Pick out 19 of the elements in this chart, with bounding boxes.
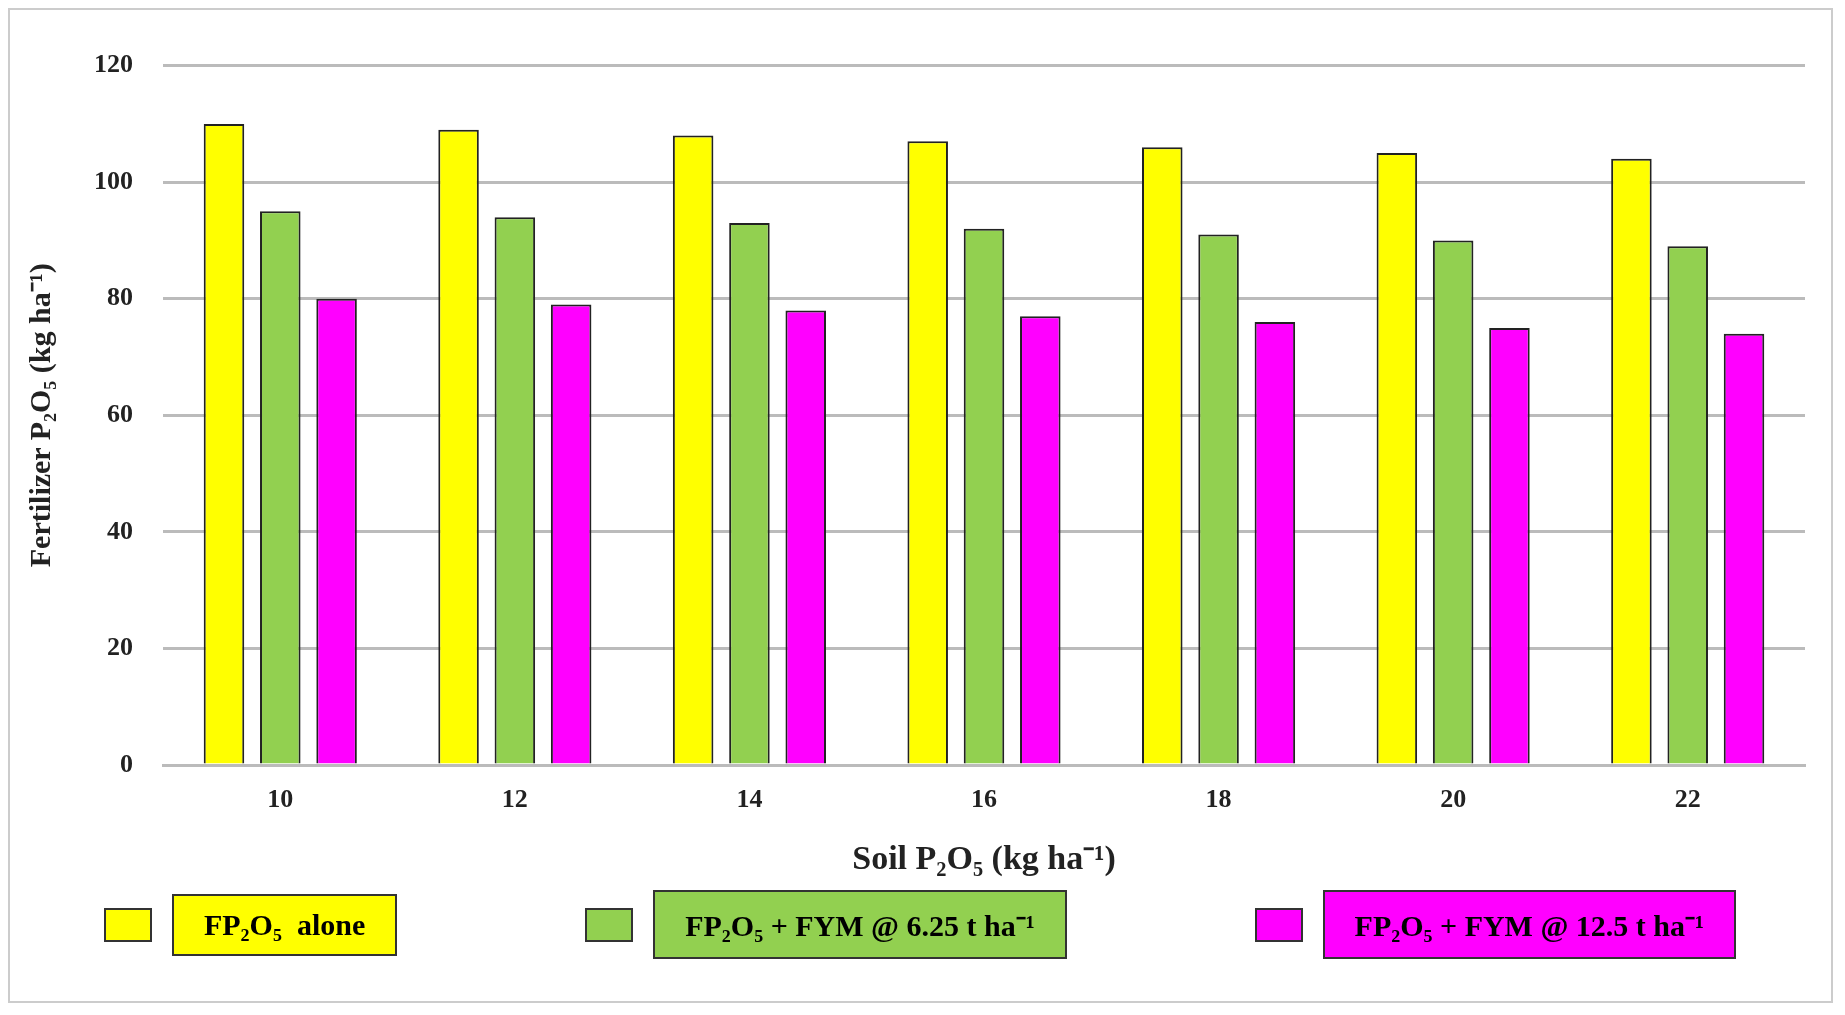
legend-label: FP₂O₅ + FYM @ 12.5 t ha⁻¹	[1322, 890, 1737, 959]
legend-label: FP₂O₅ + FYM @ 6.25 t ha⁻¹	[653, 890, 1067, 959]
y-tick-label: 40	[107, 515, 133, 545]
y-tick-label: 0	[120, 748, 133, 778]
x-tick-label: 16	[971, 784, 997, 814]
y-tick-label: 60	[107, 399, 133, 429]
y-axis-title: Fertilizer P₂O₅ (kg ha⁻¹)	[22, 263, 57, 568]
x-tick-label: 22	[1674, 784, 1701, 814]
x-tick-label: 20	[1440, 784, 1467, 814]
y-tick-label: 100	[94, 165, 133, 195]
x-axis-title: Soil P₂O₅ (kg ha⁻¹)	[852, 839, 1116, 878]
x-tick-label: 18	[1205, 784, 1232, 814]
x-tick-label: 12	[501, 784, 528, 814]
y-tick-label: 80	[107, 282, 133, 312]
legend-label: FP₂O₅ alone	[171, 893, 398, 956]
y-tick-label: 20	[107, 632, 133, 662]
x-tick-label: 14	[736, 784, 763, 814]
x-tick-label: 10	[267, 784, 294, 814]
y-tick-label: 120	[94, 49, 133, 79]
